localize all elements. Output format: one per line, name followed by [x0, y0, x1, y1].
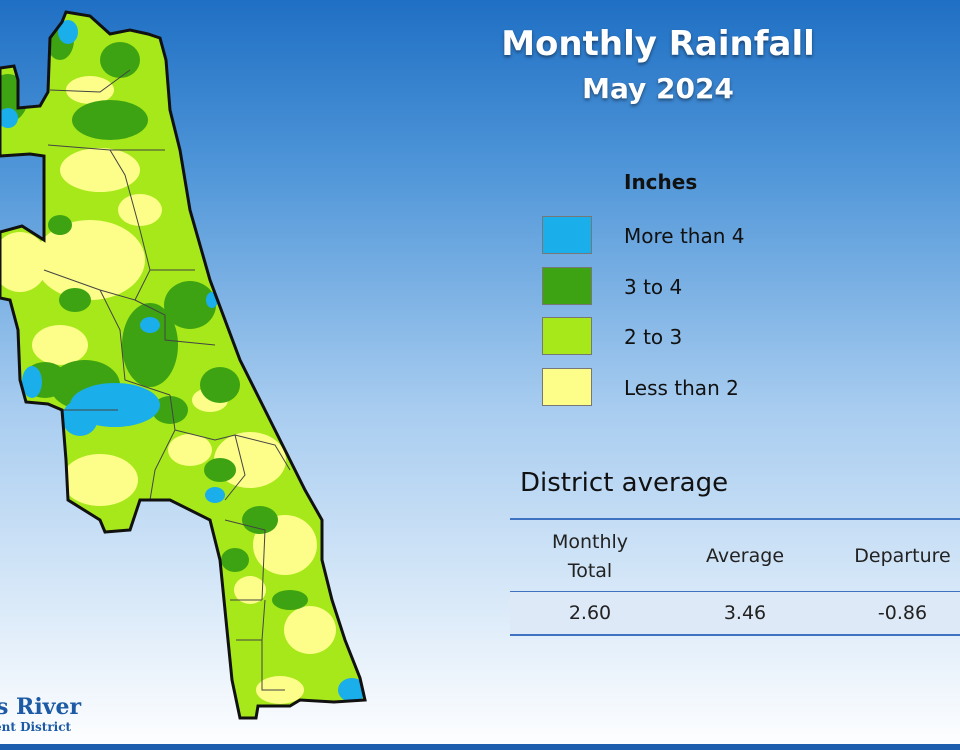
legend-label: More than 4 [624, 224, 745, 248]
value-monthly-total: 2.60 [568, 602, 612, 624]
legend-title: Inches [624, 170, 698, 194]
legend-label: 2 to 3 [624, 325, 683, 349]
value-departure: -0.86 [877, 602, 928, 624]
header-monthly-total: Monthly Total [551, 531, 629, 582]
legend-swatch [542, 368, 592, 406]
table-row [510, 592, 960, 635]
value-average: 3.46 [723, 602, 767, 624]
rainfall-map [0, 10, 367, 720]
logo-line-1: s River [0, 694, 82, 720]
table-top-rule [510, 518, 960, 520]
less-than-2-areas [0, 76, 336, 704]
bottom-bar [0, 744, 960, 750]
map-subtitle: May 2024 [582, 72, 734, 105]
header-departure: Departure [854, 545, 951, 567]
legend-swatch [542, 216, 592, 254]
header-average: Average [705, 545, 785, 567]
district-average-title: District average [520, 468, 729, 498]
legend-swatch [542, 267, 592, 305]
logo-line-2: ent District [0, 720, 72, 734]
more-than-4-areas [0, 20, 365, 702]
county-boundaries [43, 69, 291, 691]
table-bottom-rule [510, 634, 960, 636]
legend-label: Less than 2 [624, 376, 739, 400]
map-title: Monthly Rainfall [501, 24, 815, 64]
legend-swatch [542, 317, 592, 355]
legend-label: 3 to 4 [624, 275, 683, 299]
